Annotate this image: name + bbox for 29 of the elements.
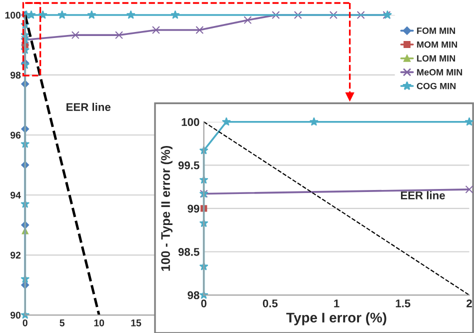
y-tick-label: 100	[182, 118, 200, 126]
x-tick-label: 1	[334, 300, 340, 308]
annotation: EER line	[400, 191, 445, 200]
legend-label: MeOM MIN	[417, 69, 462, 76]
x-tick-label: 15	[131, 320, 142, 326]
legend-label: LOM MIN	[417, 55, 456, 62]
y-tick-label: 98.5	[178, 248, 200, 256]
y-tick-label: 99	[188, 204, 200, 213]
y-tick-label: 94	[10, 192, 21, 199]
legend-label: FOM MIN	[417, 28, 456, 34]
x-tick-label: 5	[60, 320, 65, 326]
y-tick-label: 96	[10, 132, 21, 139]
x-tick-label: 0	[201, 300, 206, 308]
x-tick-label: 10	[94, 319, 104, 326]
x-tick-label: 0.5	[262, 300, 278, 308]
y-tick-label: 92	[10, 252, 21, 259]
x-tick-label: 2	[466, 300, 472, 308]
y-tick-label: 98	[10, 72, 21, 79]
legend-label: COG MIN	[416, 82, 456, 90]
x-axis-title: Type I error (%)	[286, 312, 386, 326]
y-tick-label: 100	[5, 12, 21, 19]
y-tick-label: 99.5	[178, 161, 200, 170]
y-axis-title: 100 - Type II error (%)	[160, 146, 172, 271]
y-tick-label: 98	[188, 291, 200, 300]
legend-label: MOM MIN	[417, 41, 458, 48]
x-tick-label: 0	[22, 319, 28, 326]
y-tick-label: 90	[10, 312, 21, 319]
annotation: EER line	[66, 102, 110, 111]
x-tick-label: 1.5	[396, 300, 410, 308]
